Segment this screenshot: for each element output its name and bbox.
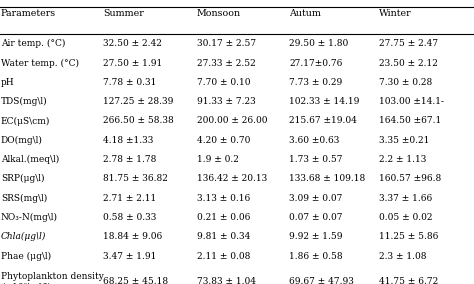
Text: 7.73 ± 0.29: 7.73 ± 0.29	[289, 78, 342, 87]
Text: 7.78 ± 0.31: 7.78 ± 0.31	[103, 78, 157, 87]
Text: 0.21 ± 0.06: 0.21 ± 0.06	[197, 213, 250, 222]
Text: 133.68 ± 109.18: 133.68 ± 109.18	[289, 174, 365, 183]
Text: 29.50 ± 1.80: 29.50 ± 1.80	[289, 39, 348, 48]
Text: 81.75 ± 36.82: 81.75 ± 36.82	[103, 174, 168, 183]
Text: 3.35 ±0.21: 3.35 ±0.21	[379, 136, 429, 145]
Text: 27.50 ± 1.91: 27.50 ± 1.91	[103, 59, 163, 68]
Text: 7.70 ± 0.10: 7.70 ± 0.10	[197, 78, 250, 87]
Text: 1.86 ± 0.58: 1.86 ± 0.58	[289, 252, 343, 261]
Text: Parameters: Parameters	[1, 9, 56, 18]
Text: Winter: Winter	[379, 9, 412, 18]
Text: 9.81 ± 0.34: 9.81 ± 0.34	[197, 232, 250, 241]
Text: Chla(μg\l): Chla(μg\l)	[1, 232, 46, 241]
Text: 4.20 ± 0.70: 4.20 ± 0.70	[197, 136, 250, 145]
Text: 68.25 ± 45.18: 68.25 ± 45.18	[103, 277, 168, 284]
Text: 2.11 ± 0.08: 2.11 ± 0.08	[197, 252, 250, 261]
Text: 30.17 ± 2.57: 30.17 ± 2.57	[197, 39, 256, 48]
Text: Monsoon: Monsoon	[197, 9, 241, 18]
Text: 41.75 ± 6.72: 41.75 ± 6.72	[379, 277, 438, 284]
Text: EC(μS\cm): EC(μS\cm)	[1, 116, 50, 126]
Text: TDS(mg\l): TDS(mg\l)	[1, 97, 47, 106]
Text: 27.75 ± 2.47: 27.75 ± 2.47	[379, 39, 438, 48]
Text: 69.67 ± 47.93: 69.67 ± 47.93	[289, 277, 354, 284]
Text: 136.42 ± 20.13: 136.42 ± 20.13	[197, 174, 267, 183]
Text: 164.50 ±67.1: 164.50 ±67.1	[379, 116, 441, 126]
Text: 3.09 ± 0.07: 3.09 ± 0.07	[289, 194, 343, 203]
Text: 18.84 ± 9.06: 18.84 ± 9.06	[103, 232, 163, 241]
Text: pH: pH	[1, 78, 15, 87]
Text: 7.30 ± 0.28: 7.30 ± 0.28	[379, 78, 432, 87]
Text: 127.25 ± 28.39: 127.25 ± 28.39	[103, 97, 173, 106]
Text: 2.3 ± 1.08: 2.3 ± 1.08	[379, 252, 427, 261]
Text: 102.33 ± 14.19: 102.33 ± 14.19	[289, 97, 359, 106]
Text: 3.60 ±0.63: 3.60 ±0.63	[289, 136, 339, 145]
Text: 3.37 ± 1.66: 3.37 ± 1.66	[379, 194, 432, 203]
Text: 9.92 ± 1.59: 9.92 ± 1.59	[289, 232, 343, 241]
Text: 200.00 ± 26.00: 200.00 ± 26.00	[197, 116, 267, 126]
Text: 27.17±0.76: 27.17±0.76	[289, 59, 343, 68]
Text: 266.50 ± 58.38: 266.50 ± 58.38	[103, 116, 174, 126]
Text: SRS(mg\l): SRS(mg\l)	[1, 194, 47, 203]
Text: 73.83 ± 1.04: 73.83 ± 1.04	[197, 277, 255, 284]
Text: 3.47 ± 1.91: 3.47 ± 1.91	[103, 252, 157, 261]
Text: Water temp. (°C): Water temp. (°C)	[1, 59, 79, 68]
Text: Air temp. (°C): Air temp. (°C)	[1, 39, 65, 48]
Text: 103.00 ±14.1-: 103.00 ±14.1-	[379, 97, 444, 106]
Text: 160.57 ±96.8: 160.57 ±96.8	[379, 174, 441, 183]
Text: Phytoplankton density
(×10⁶ind/l): Phytoplankton density (×10⁶ind/l)	[1, 272, 104, 284]
Text: 27.33 ± 2.52: 27.33 ± 2.52	[197, 59, 255, 68]
Text: NO₃-N(mg\l): NO₃-N(mg\l)	[1, 213, 58, 222]
Text: 4.18 ±1.33: 4.18 ±1.33	[103, 136, 154, 145]
Text: 91.33 ± 7.23: 91.33 ± 7.23	[197, 97, 255, 106]
Text: DO(mg\l): DO(mg\l)	[1, 136, 43, 145]
Text: Summer: Summer	[103, 9, 144, 18]
Text: Phae (μg\l): Phae (μg\l)	[1, 252, 51, 261]
Text: 2.78 ± 1.78: 2.78 ± 1.78	[103, 155, 157, 164]
Text: 1.9 ± 0.2: 1.9 ± 0.2	[197, 155, 238, 164]
Text: 11.25 ± 5.86: 11.25 ± 5.86	[379, 232, 438, 241]
Text: Autum: Autum	[289, 9, 321, 18]
Text: 2.71 ± 2.11: 2.71 ± 2.11	[103, 194, 156, 203]
Text: 2.2 ± 1.13: 2.2 ± 1.13	[379, 155, 427, 164]
Text: 215.67 ±19.04: 215.67 ±19.04	[289, 116, 357, 126]
Text: 0.58 ± 0.33: 0.58 ± 0.33	[103, 213, 157, 222]
Text: 23.50 ± 2.12: 23.50 ± 2.12	[379, 59, 438, 68]
Text: Alkal.(meq\l): Alkal.(meq\l)	[1, 155, 59, 164]
Text: 32.50 ± 2.42: 32.50 ± 2.42	[103, 39, 162, 48]
Text: SRP(μg\l): SRP(μg\l)	[1, 174, 45, 183]
Text: 0.05 ± 0.02: 0.05 ± 0.02	[379, 213, 433, 222]
Text: 1.73 ± 0.57: 1.73 ± 0.57	[289, 155, 343, 164]
Text: 0.07 ± 0.07: 0.07 ± 0.07	[289, 213, 343, 222]
Text: 3.13 ± 0.16: 3.13 ± 0.16	[197, 194, 250, 203]
